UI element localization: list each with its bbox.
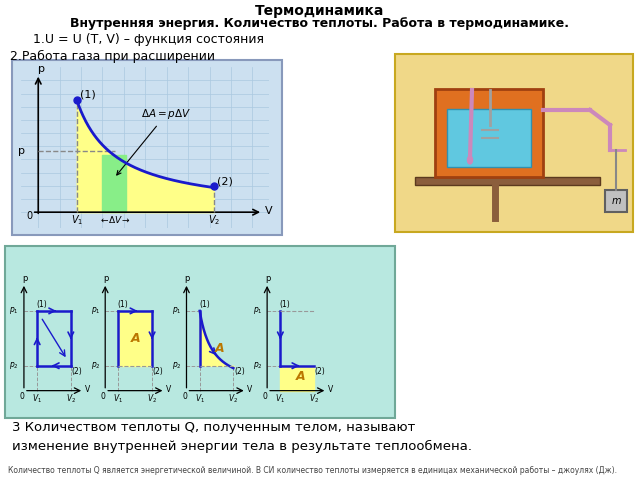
Bar: [395, 54, 633, 232]
Text: $p_1$: $p_1$: [253, 305, 262, 316]
Text: 3 Количеством теплоты Q, полученным телом, называют
изменение внутренней энергии: 3 Количеством теплоты Q, полученным тело…: [12, 421, 472, 453]
Text: $V_1$: $V_1$: [32, 393, 42, 405]
Text: (1): (1): [199, 300, 210, 309]
Bar: [447, 109, 531, 167]
Text: 0: 0: [20, 392, 24, 401]
Text: p: p: [185, 274, 190, 283]
Text: (2): (2): [234, 367, 244, 376]
Text: $p_2$: $p_2$: [253, 360, 262, 371]
Text: A: A: [131, 332, 140, 345]
Text: $V_2$: $V_2$: [147, 393, 157, 405]
Text: 0: 0: [182, 392, 187, 401]
Text: p: p: [19, 146, 26, 156]
Text: A: A: [296, 370, 305, 383]
Text: Количество теплоты Q является энергетической величиной. В СИ количество теплоты : Количество теплоты Q является энергетиче…: [8, 466, 617, 475]
Text: V: V: [265, 206, 273, 216]
Text: p: p: [38, 64, 45, 74]
Text: $V_1$: $V_1$: [275, 393, 285, 405]
Bar: [415, 177, 600, 185]
Text: 0: 0: [27, 211, 33, 221]
Text: (2): (2): [72, 367, 82, 376]
Text: $V_2$: $V_2$: [207, 213, 220, 227]
Text: $p_1$: $p_1$: [172, 305, 182, 316]
Text: 0: 0: [263, 392, 268, 401]
Text: p: p: [104, 274, 109, 283]
Text: (2): (2): [315, 367, 325, 376]
Text: $V_1$: $V_1$: [195, 393, 205, 405]
Text: $\leftarrow\!\Delta V\!\rightarrow$: $\leftarrow\!\Delta V\!\rightarrow$: [99, 214, 130, 225]
Text: $V_2$: $V_2$: [228, 393, 239, 405]
Text: 2.Работа газа при расширении: 2.Работа газа при расширении: [10, 50, 215, 63]
Text: (2): (2): [217, 177, 233, 187]
Text: V: V: [328, 385, 333, 394]
Text: 1.U = U (T, V) – функция состояния: 1.U = U (T, V) – функция состояния: [25, 33, 264, 46]
Text: m: m: [611, 196, 621, 206]
Text: $p_1$: $p_1$: [10, 305, 19, 316]
Ellipse shape: [467, 156, 472, 164]
Text: $V_1$: $V_1$: [113, 393, 124, 405]
Bar: [435, 89, 543, 177]
Text: Внутренняя энергия. Количество теплоты. Работа в термодинамике.: Внутренняя энергия. Количество теплоты. …: [70, 17, 570, 30]
Bar: [5, 246, 395, 418]
Bar: [12, 60, 282, 235]
Text: p: p: [22, 274, 28, 283]
Text: V: V: [84, 385, 90, 394]
Text: $V_1$: $V_1$: [70, 213, 83, 227]
Text: $p_1$: $p_1$: [91, 305, 100, 316]
Bar: [605, 190, 627, 212]
Text: $p_2$: $p_2$: [172, 360, 182, 371]
Text: $V_2$: $V_2$: [309, 393, 319, 405]
Text: (1): (1): [36, 300, 47, 309]
Text: (1): (1): [118, 300, 129, 309]
Text: (1): (1): [80, 89, 96, 99]
Text: 0: 0: [101, 392, 106, 401]
Text: p: p: [266, 274, 271, 283]
Text: $V_2$: $V_2$: [66, 393, 76, 405]
Text: A: A: [215, 342, 225, 355]
Text: $p_2$: $p_2$: [91, 360, 100, 371]
Text: V: V: [247, 385, 252, 394]
Text: $p_2$: $p_2$: [10, 360, 19, 371]
Text: (1): (1): [280, 300, 291, 309]
Text: $\Delta A = p\Delta V$: $\Delta A = p\Delta V$: [116, 108, 191, 175]
Text: V: V: [166, 385, 171, 394]
Text: Термодинамика: Термодинамика: [255, 4, 385, 18]
Text: (2): (2): [153, 367, 163, 376]
